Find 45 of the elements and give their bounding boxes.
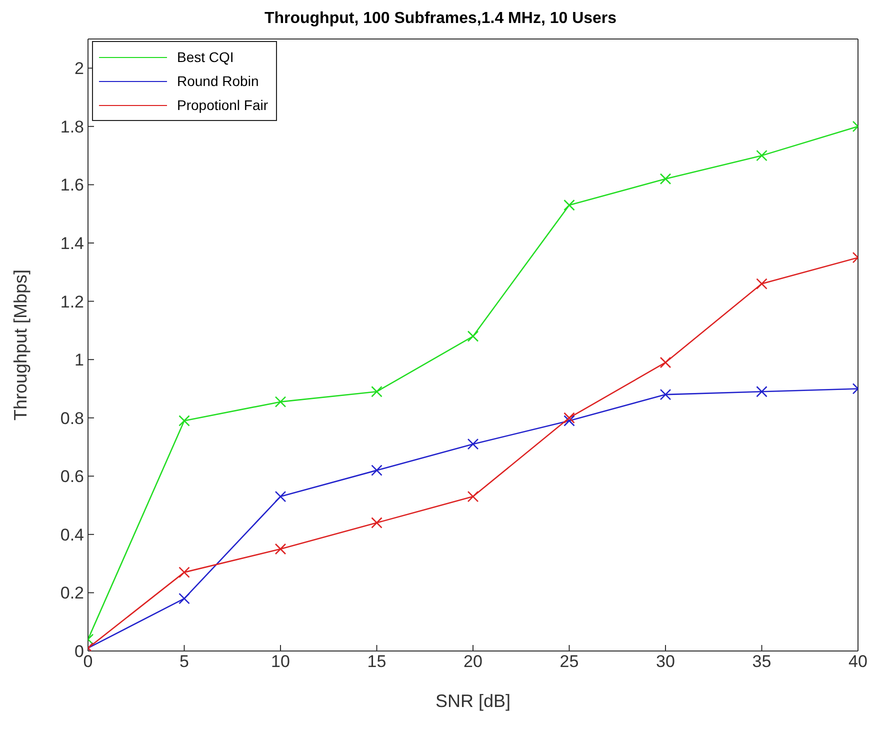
y-axis-title: Throughput [Mbps] — [10, 269, 30, 421]
y-tick-label: 1.6 — [60, 176, 84, 195]
y-tick-label: 1.8 — [60, 117, 84, 136]
point — [467, 330, 479, 342]
point — [564, 199, 575, 211]
y-tick-label: 0.8 — [60, 408, 84, 428]
y-tick-label: 1.2 — [60, 292, 84, 312]
y-tick-label: 0.4 — [60, 525, 84, 544]
x-tick-label: 5 — [180, 652, 189, 672]
x-tick-label: 40 — [848, 652, 868, 672]
point — [274, 490, 286, 502]
point — [660, 388, 672, 400]
x-tick-label: 25 — [560, 652, 579, 672]
point — [660, 356, 672, 368]
x-tick-label: 30 — [656, 652, 675, 672]
point — [274, 396, 286, 408]
point — [371, 386, 382, 398]
point — [756, 386, 768, 398]
point — [274, 543, 286, 555]
point — [756, 150, 768, 162]
x-axis-title: SNR [dB] — [435, 691, 511, 711]
chart-title: Throughput, 100 Subframes,1.4 MHz, 10 Users — [263, 9, 618, 29]
y-tick-label: 1 — [74, 350, 84, 370]
point — [371, 517, 382, 528]
legend-label: Best CQI — [177, 49, 234, 65]
x-tick-label: 10 — [271, 652, 290, 672]
point — [467, 438, 479, 450]
point — [178, 566, 190, 578]
x-tick-label: 35 — [752, 652, 772, 672]
y-tick-label: 1.4 — [60, 234, 84, 254]
point — [756, 278, 768, 290]
y-tick-label: 0.2 — [60, 584, 84, 603]
x-tick-label: 20 — [464, 652, 482, 672]
y-tick-label: 2 — [74, 59, 84, 78]
point — [564, 415, 575, 426]
point — [660, 173, 672, 185]
y-tick-label: 0.6 — [60, 467, 84, 486]
x-tick-label: 15 — [367, 652, 386, 672]
legend-label: Round Robin — [177, 73, 259, 89]
point — [467, 490, 479, 502]
point — [371, 464, 382, 476]
legend-label: Propotionl Fair — [177, 97, 268, 113]
point — [564, 412, 575, 424]
point — [178, 415, 190, 426]
point — [178, 592, 190, 604]
